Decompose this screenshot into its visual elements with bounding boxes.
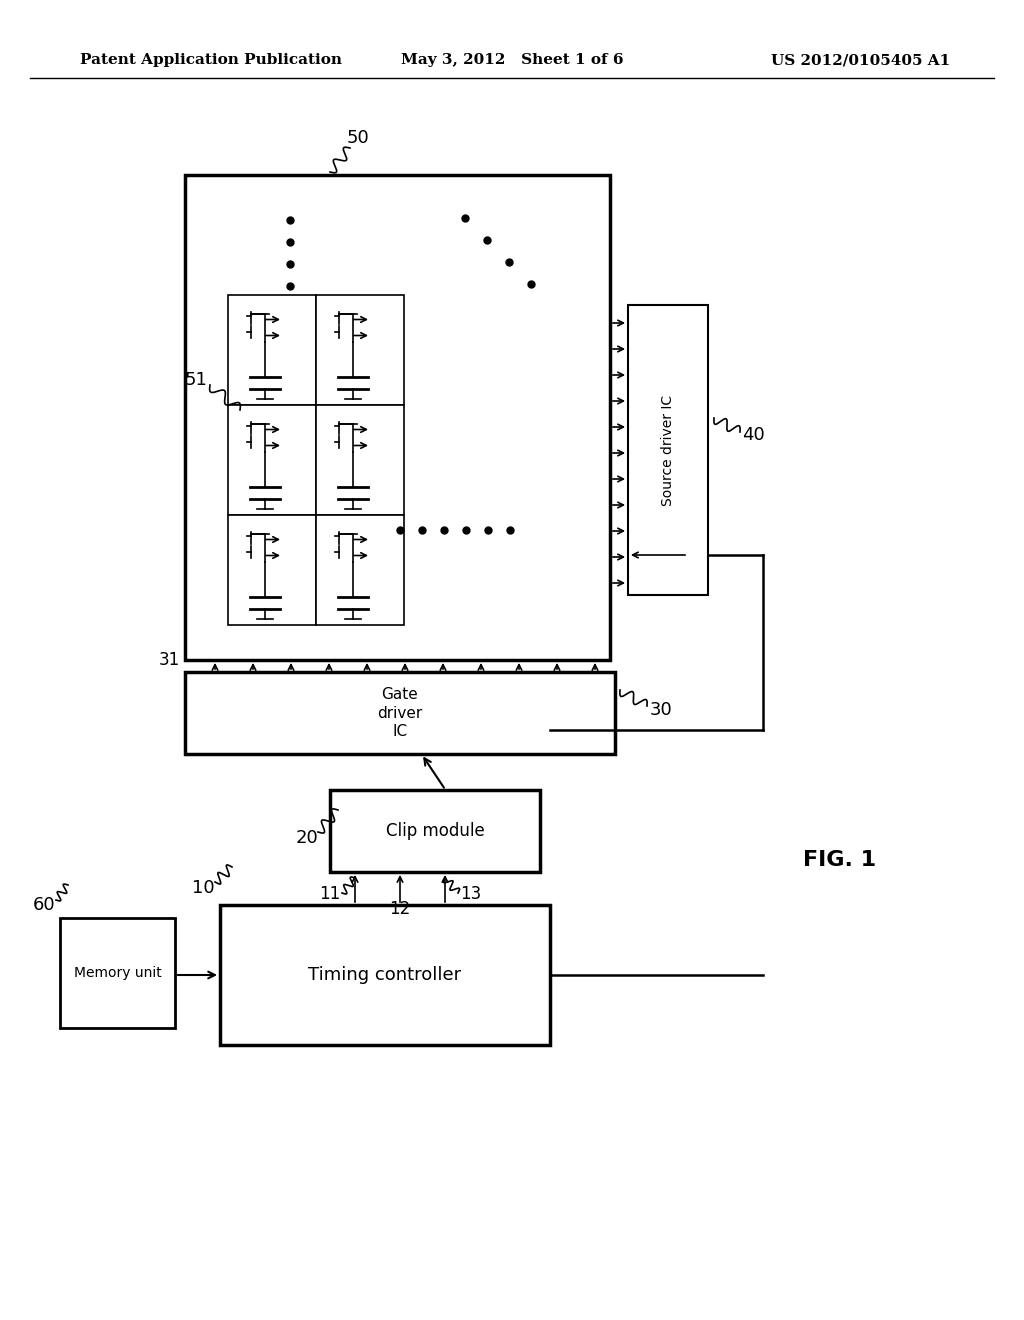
Text: 12: 12 — [389, 900, 411, 917]
Bar — [228, 294, 316, 405]
Bar — [628, 305, 708, 595]
Text: 30: 30 — [650, 701, 673, 719]
Text: Source driver IC: Source driver IC — [662, 395, 675, 506]
Bar — [228, 405, 316, 515]
Text: 20: 20 — [295, 829, 318, 847]
Text: Memory unit: Memory unit — [74, 966, 162, 979]
Bar — [60, 917, 175, 1028]
Text: Gate
driver
IC: Gate driver IC — [378, 686, 423, 739]
Text: May 3, 2012   Sheet 1 of 6: May 3, 2012 Sheet 1 of 6 — [400, 53, 624, 67]
Text: 10: 10 — [193, 879, 215, 898]
Text: 11: 11 — [318, 884, 340, 903]
Bar — [220, 906, 550, 1045]
Bar — [316, 405, 404, 515]
Bar — [185, 176, 610, 660]
Bar — [228, 515, 316, 624]
Bar — [185, 672, 615, 754]
Text: 31: 31 — [159, 651, 180, 669]
Text: FIG. 1: FIG. 1 — [804, 850, 877, 870]
Text: 40: 40 — [742, 426, 765, 444]
Text: Clip module: Clip module — [386, 822, 484, 840]
Text: US 2012/0105405 A1: US 2012/0105405 A1 — [771, 53, 950, 67]
Text: 60: 60 — [33, 896, 55, 913]
Bar — [330, 789, 540, 873]
Bar — [316, 515, 404, 624]
Text: 50: 50 — [347, 129, 370, 147]
Text: Patent Application Publication: Patent Application Publication — [80, 53, 342, 67]
Text: Timing controller: Timing controller — [308, 966, 462, 983]
Text: 51: 51 — [184, 371, 207, 389]
Text: 13: 13 — [460, 884, 481, 903]
Bar — [316, 294, 404, 405]
